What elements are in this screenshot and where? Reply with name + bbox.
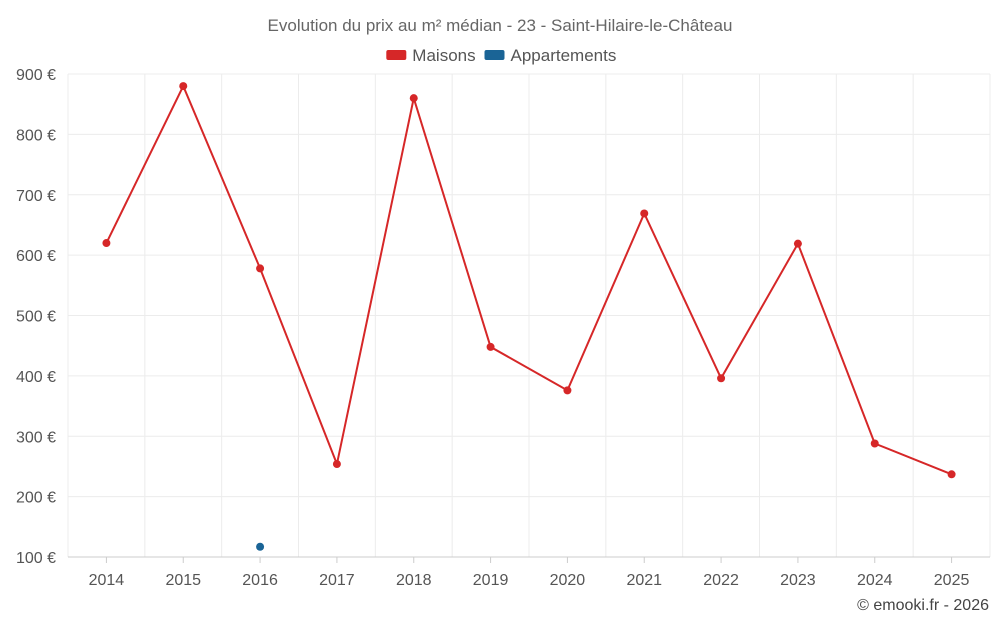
legend-item-maisons[interactable]: Maisons [386, 46, 476, 65]
data-point-maisons[interactable] [332, 460, 341, 469]
data-point-maisons[interactable] [640, 209, 649, 218]
y-axis: 100 € 200 € 300 € 400 € 500 € 600 € 700 € 800 €… [16, 67, 56, 567]
x-axis: 2014 2015 2016 2017 2018 2019 2020 2021 2022 2023… [89, 557, 970, 589]
y-tick-label: 800 € [16, 127, 56, 144]
x-tick-label: 2018 [396, 572, 432, 589]
x-tick-label: 2020 [550, 572, 586, 589]
x-tick-label: 2014 [89, 572, 125, 589]
data-point-maisons[interactable] [717, 374, 726, 383]
x-tick-label: 2015 [165, 572, 201, 589]
x-tick-label: 2016 [242, 572, 278, 589]
y-tick-label: 400 € [16, 369, 56, 386]
data-point-maisons[interactable] [870, 439, 879, 448]
legend-label: Maisons [412, 46, 475, 65]
chart-title: Evolution du prix au m² médian - 23 - Sa… [268, 16, 733, 35]
y-tick-label: 600 € [16, 248, 56, 265]
y-tick-label: 900 € [16, 67, 56, 84]
data-point-maisons[interactable] [256, 264, 265, 273]
credit-text: © emooki.fr - 2026 [857, 597, 989, 614]
x-tick-label: 2022 [703, 572, 739, 589]
legend-swatch [484, 50, 505, 60]
data-point-appartements[interactable] [256, 542, 265, 551]
x-tick-label: 2025 [934, 572, 970, 589]
y-tick-label: 700 € [16, 188, 56, 205]
data-point-maisons[interactable] [793, 239, 802, 248]
x-tick-label: 2017 [319, 572, 355, 589]
x-tick-label: 2019 [473, 572, 509, 589]
y-tick-label: 200 € [16, 490, 56, 507]
data-point-maisons[interactable] [102, 239, 111, 248]
series-layer [102, 82, 956, 551]
series-line-maisons [105, 83, 952, 476]
legend: Maisons Appartements [386, 46, 616, 65]
data-point-maisons[interactable] [179, 82, 188, 91]
x-tick-label: 2024 [857, 572, 893, 589]
x-tick-label: 2023 [780, 572, 816, 589]
data-point-maisons[interactable] [947, 470, 956, 479]
data-point-maisons[interactable] [563, 386, 572, 395]
data-point-maisons[interactable] [409, 94, 418, 103]
legend-item-appartements[interactable]: Appartements [484, 46, 617, 65]
x-tick-label: 2021 [626, 572, 662, 589]
legend-swatch [386, 50, 407, 60]
y-tick-label: 500 € [16, 309, 56, 326]
y-tick-label: 300 € [16, 429, 56, 446]
data-point-maisons[interactable] [486, 342, 495, 351]
y-tick-label: 100 € [16, 550, 56, 567]
legend-label: Appartements [511, 46, 617, 65]
grid [67, 73, 991, 558]
